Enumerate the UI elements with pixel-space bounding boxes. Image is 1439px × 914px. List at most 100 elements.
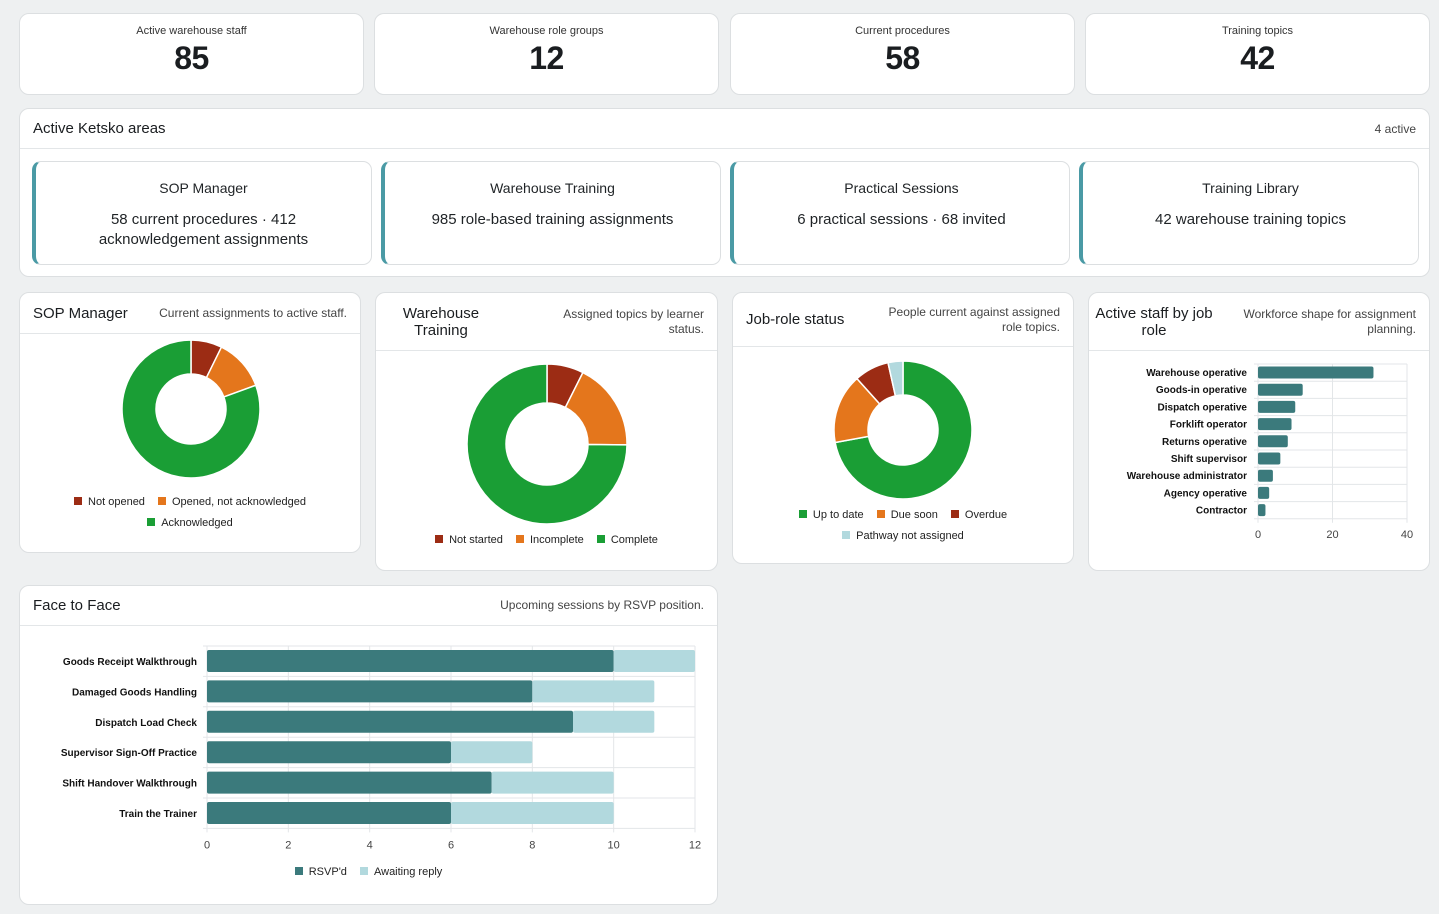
legend-item[interactable]: Opened, not acknowledged bbox=[158, 492, 306, 513]
bar[interactable] bbox=[1258, 469, 1273, 482]
y-tick-label: Agency operative bbox=[1164, 488, 1248, 499]
x-tick-label: 0 bbox=[1255, 529, 1261, 541]
kpi-active-staff: Active warehouse staff 85 bbox=[19, 13, 364, 95]
area-description: 985 role-based training assignments bbox=[431, 211, 674, 228]
legend-label: Incomplete bbox=[529, 534, 584, 546]
legend-label: Awaiting reply bbox=[373, 866, 443, 878]
bar-segment[interactable] bbox=[532, 680, 655, 703]
area-title: Warehouse Training bbox=[490, 180, 615, 196]
area-card-practical-sessions[interactable]: Practical Sessions 6 practical sessions … bbox=[730, 161, 1070, 265]
bar-segment[interactable] bbox=[207, 771, 492, 794]
chart-header: Job-role status People current against a… bbox=[733, 293, 1073, 347]
donut-slice[interactable] bbox=[466, 363, 628, 525]
bar-segment[interactable] bbox=[207, 802, 451, 824]
legend-item[interactable]: RSVP'd bbox=[294, 862, 347, 883]
active-areas-panel: Active Ketsko areas 4 active SOP Manager… bbox=[19, 108, 1430, 277]
y-tick-label: Warehouse administrator bbox=[1127, 471, 1247, 482]
area-title: Training Library bbox=[1202, 180, 1299, 196]
area-card-sop-manager[interactable]: SOP Manager 58 current procedures · 412 … bbox=[32, 161, 372, 265]
legend-label: Overdue bbox=[964, 509, 1008, 521]
legend-item[interactable]: Pathway not assigned bbox=[842, 526, 964, 547]
bar-segment[interactable] bbox=[573, 710, 655, 733]
chart-title: Face to Face bbox=[33, 597, 121, 614]
chart-subtitle: Assigned topics by learner status. bbox=[563, 306, 704, 336]
bar[interactable] bbox=[1258, 400, 1296, 413]
y-tick-label: Shift Handover Walkthrough bbox=[62, 779, 197, 790]
legend-label: Pathway not assigned bbox=[856, 530, 964, 542]
legend-label: Up to date bbox=[812, 509, 864, 521]
chart-legend: Not started Incomplete Complete bbox=[376, 530, 717, 551]
area-card-training-library[interactable]: Training Library 42 warehouse training t… bbox=[1079, 161, 1419, 265]
donut-slice[interactable] bbox=[121, 339, 261, 479]
bar[interactable] bbox=[1258, 486, 1270, 499]
y-tick-label: Forklift operator bbox=[1170, 420, 1247, 431]
legend-item[interactable]: Awaiting reply bbox=[359, 862, 443, 883]
legend-label: Due soon bbox=[890, 509, 938, 521]
kpi-current-procedures: Current procedures 58 bbox=[730, 13, 1075, 95]
legend-item[interactable]: Overdue bbox=[950, 505, 1008, 526]
y-tick-label: Warehouse operative bbox=[1146, 368, 1247, 379]
bar[interactable] bbox=[1258, 366, 1374, 379]
bar[interactable] bbox=[1258, 452, 1281, 465]
y-tick-label: Train the Trainer bbox=[119, 809, 197, 820]
bar[interactable] bbox=[1258, 435, 1288, 448]
area-card-warehouse-training[interactable]: Warehouse Training 985 role-based traini… bbox=[381, 161, 721, 265]
y-tick-label: Goods-in operative bbox=[1156, 385, 1248, 396]
legend-item[interactable]: Not started bbox=[435, 530, 503, 551]
legend-label: Not started bbox=[449, 534, 503, 546]
kpi-label: Training topics bbox=[1221, 25, 1294, 37]
bar[interactable] bbox=[1258, 504, 1266, 517]
chart-legend: RSVP'd Awaiting reply bbox=[20, 862, 717, 883]
chart-header: Active staff by job role Workforce shape… bbox=[1089, 293, 1429, 351]
legend-item[interactable]: Up to date bbox=[798, 505, 864, 526]
chart-header: Warehouse Training Assigned topics by le… bbox=[376, 293, 717, 351]
kpi-training-topics: Training topics 42 bbox=[1085, 13, 1430, 95]
kpi-value: 58 bbox=[885, 40, 920, 76]
bar-segment[interactable] bbox=[613, 650, 695, 672]
bar-segment[interactable] bbox=[451, 741, 533, 764]
sop-donut-chart bbox=[121, 339, 261, 479]
legend-item[interactable]: Due soon bbox=[876, 505, 938, 526]
bar-segment[interactable] bbox=[491, 771, 614, 794]
x-tick-label: 40 bbox=[1401, 529, 1413, 541]
donut-slice[interactable] bbox=[887, 360, 904, 397]
chart-header: SOP Manager Current assignments to activ… bbox=[20, 293, 360, 334]
panel-title: Active Ketsko areas bbox=[33, 120, 166, 137]
donut-slice[interactable] bbox=[834, 360, 973, 500]
legend-label: Opened, not acknowledged bbox=[172, 496, 306, 508]
x-tick-label: 6 bbox=[448, 839, 454, 851]
kpi-role-groups: Warehouse role groups 12 bbox=[374, 13, 719, 95]
chart-legend: Not opened Opened, not acknowledged Ackn… bbox=[20, 492, 360, 534]
active-areas-header: Active Ketsko areas 4 active bbox=[20, 109, 1429, 149]
y-tick-label: Supervisor Sign-Off Practice bbox=[61, 748, 198, 759]
legend-label: Complete bbox=[610, 534, 658, 546]
bar[interactable] bbox=[1258, 383, 1303, 396]
chart-title: Job-role status bbox=[746, 311, 845, 328]
bar-segment[interactable] bbox=[207, 710, 573, 733]
legend-item[interactable]: Not opened bbox=[74, 492, 145, 513]
job-role-donut-chart bbox=[833, 360, 973, 500]
legend-label: Not opened bbox=[88, 496, 145, 508]
legend-label: Acknowledged bbox=[161, 517, 233, 529]
legend-label: RSVP'd bbox=[308, 866, 347, 878]
legend-item[interactable]: Incomplete bbox=[515, 530, 584, 551]
bar-segment[interactable] bbox=[207, 680, 533, 703]
chart-title: Active staff by job role bbox=[1095, 304, 1213, 339]
y-tick-label: Damaged Goods Handling bbox=[72, 687, 197, 698]
x-tick-label: 12 bbox=[689, 839, 701, 851]
legend-item[interactable]: Complete bbox=[596, 530, 658, 551]
bar-segment[interactable] bbox=[207, 741, 451, 764]
area-description: 6 practical sessions · 68 invited bbox=[797, 211, 1006, 228]
active-staff-by-role-chart-card: Active staff by job role Workforce shape… bbox=[1088, 292, 1430, 571]
kpi-label: Warehouse role groups bbox=[489, 25, 604, 37]
chart-header: Face to Face Upcoming sessions by RSVP p… bbox=[20, 586, 717, 626]
y-tick-label: Returns operative bbox=[1162, 437, 1247, 448]
legend-item[interactable]: Acknowledged bbox=[147, 513, 233, 534]
bar-segment[interactable] bbox=[451, 802, 614, 824]
area-description: 58 current procedures · 412 acknowledgem… bbox=[98, 211, 309, 248]
kpi-label: Active warehouse staff bbox=[136, 25, 247, 37]
bar-segment[interactable] bbox=[207, 650, 614, 672]
chart-legend: Up to date Due soon Overdue Pathway not … bbox=[733, 505, 1073, 547]
bar[interactable] bbox=[1258, 418, 1292, 431]
y-tick-label: Contractor bbox=[1196, 506, 1247, 517]
